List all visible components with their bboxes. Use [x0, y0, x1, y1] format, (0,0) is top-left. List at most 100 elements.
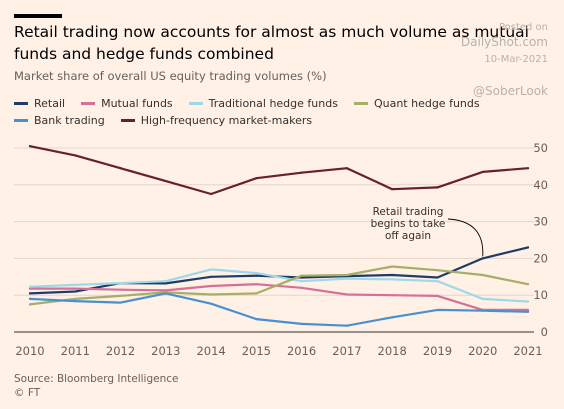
series-line-bank-trading: [28, 292, 530, 327]
ft-logo: © FT: [14, 387, 41, 399]
annotation-text: begins to take: [371, 218, 446, 230]
y-tick-label: 10: [533, 288, 548, 302]
data-point-mutual-funds: [391, 294, 394, 297]
series-line-traditional-hedge-funds: [28, 268, 530, 303]
x-tick-label: 2014: [196, 344, 225, 358]
data-point-quant-hedge-funds: [119, 294, 122, 298]
data-point-quant-hedge-funds: [300, 274, 303, 277]
data-point-bank-trading: [74, 299, 77, 303]
data-point-mutual-funds: [28, 287, 32, 290]
annotation-arrow: [447, 218, 484, 257]
x-tick-label: 2012: [106, 344, 135, 358]
data-point-traditional-hedge-funds: [255, 272, 258, 275]
y-tick-label: 50: [533, 141, 548, 155]
watermark-date: 10-Mar-2021: [484, 54, 548, 65]
data-point-retail: [526, 246, 530, 249]
data-point-bank-trading: [28, 297, 32, 300]
data-point-bank-trading: [119, 301, 122, 304]
data-point-bank-trading: [300, 322, 303, 326]
data-point-high-frequency-market-makers: [300, 171, 303, 174]
x-tick-label: 2011: [61, 344, 90, 358]
data-point-retail: [391, 273, 394, 277]
x-tick-label: 2010: [15, 344, 44, 358]
ft-top-bar: [14, 14, 62, 18]
series-line-high-frequency-market-makers: [28, 145, 530, 196]
legend-item-bank-trading: Bank trading: [14, 114, 105, 127]
y-tick-label: 20: [533, 251, 548, 265]
source-note: Source: Bloomberg Intelligence: [14, 373, 179, 385]
legend-swatch: [353, 102, 368, 105]
legend-row-2: Bank trading High-frequency market-maker…: [14, 112, 554, 129]
data-point-quant-hedge-funds: [345, 273, 349, 277]
legend-item-retail: Retail: [14, 97, 65, 110]
data-point-bank-trading: [391, 316, 394, 319]
legend-item-hft-market-makers: High-frequency market-makers: [120, 114, 312, 127]
x-tick-label: 2020: [468, 344, 497, 358]
data-point-traditional-hedge-funds: [526, 300, 530, 303]
data-point-high-frequency-market-makers: [74, 154, 77, 157]
data-point-quant-hedge-funds: [526, 283, 530, 286]
data-point-quant-hedge-funds: [74, 297, 77, 300]
legend-swatch: [120, 119, 135, 122]
data-point-mutual-funds: [345, 293, 349, 296]
legend-item-traditional-hedge-funds: Traditional hedge funds: [188, 97, 338, 110]
chart-title: Retail trading now accounts for almost a…: [14, 23, 529, 63]
data-point-retail: [209, 275, 213, 278]
annotation-text: Retail trading: [373, 206, 444, 218]
data-point-traditional-hedge-funds: [345, 277, 349, 280]
data-point-high-frequency-market-makers: [436, 186, 439, 189]
data-point-mutual-funds: [209, 284, 213, 288]
legend-swatch: [188, 102, 203, 105]
watermark-posted: Posted on: [498, 22, 548, 33]
data-point-traditional-hedge-funds: [300, 280, 303, 283]
annotation-text: off again: [385, 230, 431, 242]
data-point-bank-trading: [255, 318, 258, 321]
data-point-high-frequency-market-makers: [391, 188, 394, 191]
legend-label: Retail: [34, 97, 66, 110]
y-axis-ticks: 0 10 20 30 40 50: [533, 141, 548, 339]
data-point-traditional-hedge-funds: [436, 280, 439, 283]
y-tick-label: 40: [533, 178, 548, 192]
data-point-traditional-hedge-funds: [209, 268, 213, 271]
data-point-quant-hedge-funds: [28, 303, 32, 306]
x-tick-label: 2015: [242, 344, 271, 358]
data-point-retail: [164, 282, 167, 285]
legend-item-quant-hedge-funds: Quant hedge funds: [353, 97, 480, 110]
y-tick-label: 0: [541, 325, 548, 339]
data-point-bank-trading: [526, 310, 530, 313]
legend-row-1: Retail Mutual funds Traditional hedge fu…: [14, 95, 554, 112]
x-tick-label: 2016: [287, 344, 316, 358]
data-point-bank-trading: [345, 324, 349, 327]
data-point-bank-trading: [164, 292, 167, 295]
legend-item-mutual-funds: Mutual funds: [81, 97, 173, 110]
legend-label: Mutual funds: [101, 97, 173, 110]
x-tick-label: 2021: [513, 344, 542, 358]
data-point-high-frequency-market-makers: [28, 145, 32, 148]
series-line-mutual-funds: [28, 283, 530, 311]
x-axis-ticks: 2010 2011 2012 2013 2014 2015 2016 2017 2018 2019…: [15, 344, 542, 358]
x-tick-label: 2013: [151, 344, 180, 358]
x-tick-label: 2019: [423, 344, 452, 358]
data-point-retail: [255, 274, 258, 277]
watermark-handle: @SoberLook: [473, 84, 548, 98]
data-point-mutual-funds: [164, 289, 167, 292]
data-point-traditional-hedge-funds: [119, 281, 122, 285]
legend-label: Traditional hedge funds: [208, 97, 338, 110]
series-lines: [28, 145, 530, 327]
data-point-retail: [481, 257, 484, 260]
data-point-high-frequency-market-makers: [481, 170, 484, 174]
data-point-quant-hedge-funds: [391, 265, 394, 268]
data-point-quant-hedge-funds: [481, 273, 484, 277]
data-point-traditional-hedge-funds: [28, 285, 32, 288]
data-point-bank-trading: [481, 309, 484, 312]
series-line-quant-hedge-funds: [28, 265, 530, 306]
data-point-mutual-funds: [74, 287, 77, 290]
legend-swatch: [14, 102, 28, 105]
data-point-bank-trading: [436, 308, 439, 312]
data-point-quant-hedge-funds: [436, 269, 439, 272]
data-point-high-frequency-market-makers: [255, 177, 258, 180]
data-point-high-frequency-market-makers: [119, 167, 122, 170]
chart-footer: Source: Bloomberg Intelligence © FT: [14, 372, 179, 400]
